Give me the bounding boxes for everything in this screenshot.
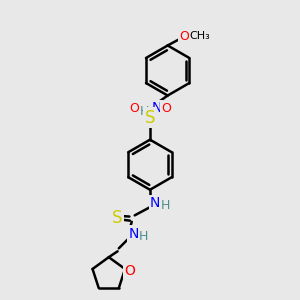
Text: H: H [140,105,149,118]
Text: CH₃: CH₃ [190,31,210,41]
Text: O: O [124,264,135,278]
Text: O: O [129,102,139,115]
Text: O: O [179,29,189,43]
Text: N: N [150,196,160,210]
Text: O: O [161,102,171,115]
Text: H: H [139,230,148,243]
Text: S: S [145,109,155,127]
Text: N: N [128,226,139,241]
Text: H: H [160,200,170,212]
Text: S: S [112,209,122,227]
Text: N: N [152,101,162,115]
